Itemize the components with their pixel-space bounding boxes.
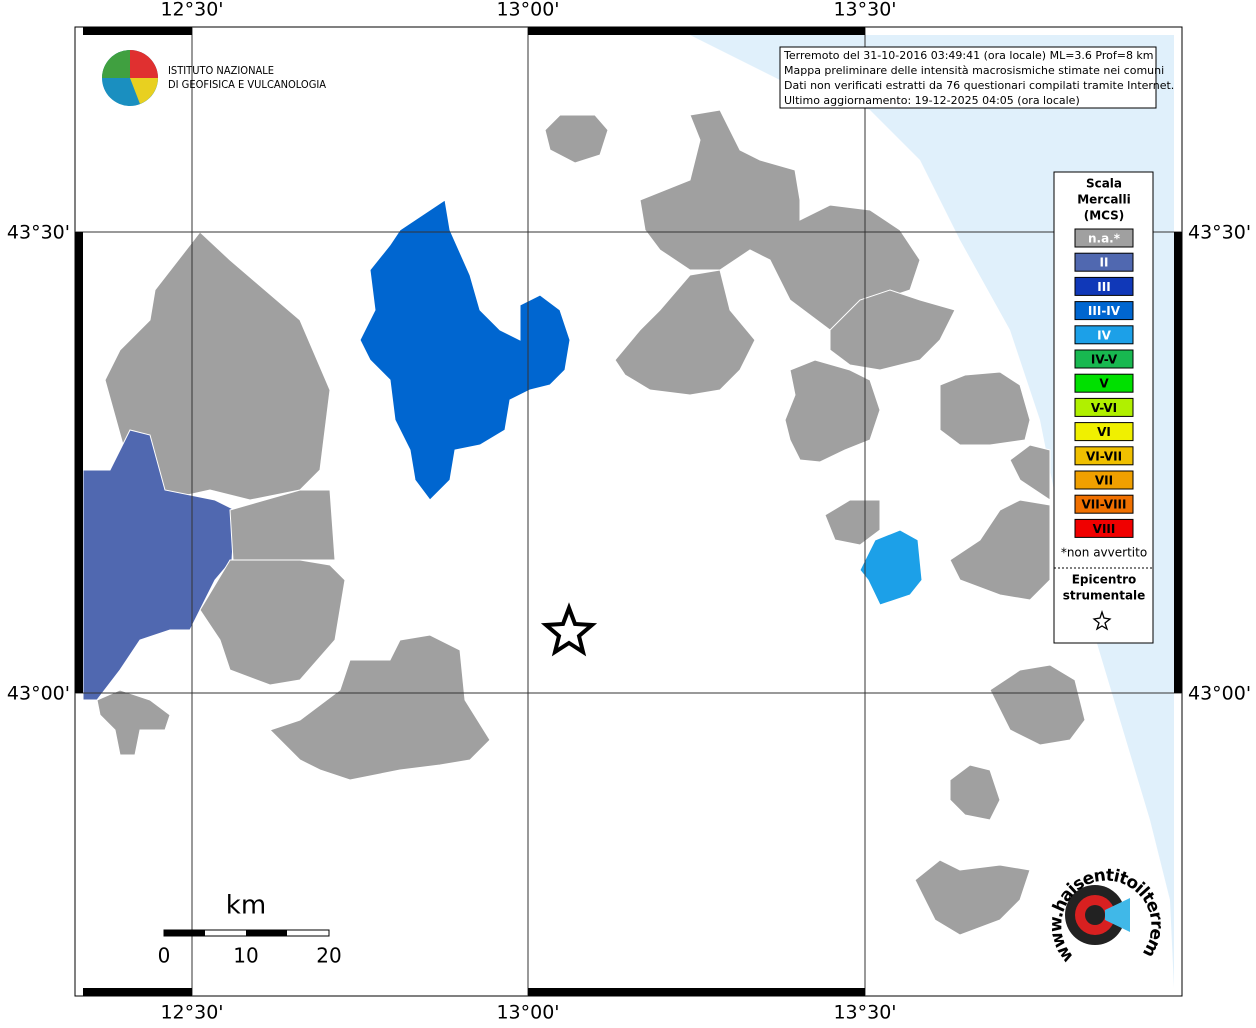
- legend-title: Scala: [1086, 177, 1122, 191]
- municipality: [544, 114, 609, 164]
- legend-label: IV: [1097, 328, 1111, 342]
- legend-epicenter: Epicentro: [1072, 573, 1137, 587]
- logo-text: ISTITUTO NAZIONALE: [168, 64, 274, 77]
- logo-part: [102, 50, 130, 78]
- municipality: [639, 109, 921, 331]
- scale-label: 10: [233, 944, 258, 968]
- municipality: [989, 664, 1086, 746]
- municipality: [199, 559, 346, 686]
- scale-segment: [164, 930, 205, 936]
- legend-epicenter: strumentale: [1063, 589, 1146, 603]
- strip: [75, 232, 83, 693]
- legend-title: (MCS): [1084, 209, 1125, 223]
- municipality: [96, 689, 171, 756]
- legend-label: V-VI: [1091, 401, 1117, 415]
- legend-swatch: [1074, 228, 1134, 248]
- scale-bar: km 0 10 20: [158, 891, 342, 968]
- legend-label: n.a.*: [1088, 232, 1121, 246]
- scale-label: 0: [158, 944, 171, 968]
- legend-swatch: [1074, 276, 1134, 296]
- legend-label: VII: [1095, 474, 1113, 488]
- legend-swatch: [1074, 470, 1134, 490]
- legend-swatch: [1074, 446, 1134, 466]
- legend-label: III-IV: [1088, 304, 1121, 318]
- lat-label: 43°00': [7, 683, 70, 705]
- legend-label: VI: [1097, 425, 1111, 439]
- logo-text: DI GEOFISICA E VULCANOLOGIA: [168, 78, 326, 91]
- municipality: [859, 529, 923, 606]
- logo-part: [130, 78, 158, 104]
- legend-label: VIII: [1093, 522, 1116, 536]
- scale-unit: km: [226, 891, 266, 921]
- legend: ScalaMercalli(MCS)n.a.*IIIIIIII-IVIVIV-V…: [1054, 177, 1153, 631]
- sea: [690, 35, 1174, 988]
- ingv-logo: ISTITUTO NAZIONALE DI GEOFISICA E VULCAN…: [102, 50, 326, 106]
- strip: [1174, 232, 1182, 693]
- legend-swatch: [1074, 301, 1134, 321]
- municipality: [784, 359, 881, 463]
- legend-label: VII-VIII: [1081, 498, 1126, 512]
- municipality: [359, 199, 571, 501]
- legend-swatch: [1074, 325, 1134, 345]
- municipality: [949, 499, 1051, 601]
- lon-label: 13°00': [496, 0, 559, 21]
- municipality: [949, 764, 1001, 821]
- logo-part: [130, 50, 158, 78]
- municipality: [1009, 444, 1051, 501]
- frame-strips: [75, 27, 1182, 996]
- scale-segment: [246, 930, 287, 936]
- legend-swatch: [1074, 349, 1134, 369]
- info-lines: Terremoto del 31-10-2016 03:49:41 (ora l…: [783, 49, 1174, 107]
- strip: [528, 27, 865, 35]
- epicenter-star: [540, 602, 598, 657]
- municipality: [829, 289, 956, 371]
- graticule: [75, 27, 1182, 996]
- info-line: Ultimo aggiornamento: 19-12-2025 04:05 (…: [784, 94, 1080, 107]
- lat-label: 43°30': [1188, 222, 1251, 244]
- strip: [83, 27, 192, 35]
- legend-label: IV-V: [1091, 353, 1118, 367]
- legend-swatch: [1074, 252, 1134, 272]
- lon-label: 12°30': [160, 1002, 223, 1024]
- info-line: Terremoto del 31-10-2016 03:49:41 (ora l…: [783, 49, 1154, 62]
- logo-ring: [1085, 905, 1105, 925]
- legend-swatch: [1074, 518, 1134, 538]
- legend-note: *non avvertito: [1061, 546, 1147, 560]
- lat-label: 43°30': [7, 222, 70, 244]
- legend-star: [1092, 609, 1112, 631]
- municipality: [614, 269, 756, 396]
- municipality: [914, 859, 1031, 936]
- legend-title: Mercalli: [1077, 193, 1131, 207]
- legend-label: VI-VII: [1086, 449, 1122, 463]
- info-box: [779, 46, 1157, 109]
- municipality: [939, 371, 1031, 446]
- legend-swatch: [1074, 422, 1134, 442]
- lon-label: 13°30': [833, 0, 896, 21]
- scale-label: 20: [316, 944, 341, 968]
- strip: [83, 988, 192, 996]
- legend-label: V: [1099, 377, 1109, 391]
- legend-swatch: [1074, 373, 1134, 393]
- lon-label: 13°00': [496, 1002, 559, 1024]
- info-line: Mappa preliminare delle intensità macros…: [784, 64, 1164, 77]
- municipality: [269, 634, 491, 781]
- lat-label: 43°00': [1188, 683, 1251, 705]
- logo-beam: [1105, 898, 1130, 932]
- strip: [528, 988, 865, 996]
- lon-label: 13°30': [833, 1002, 896, 1024]
- legend-swatch: [1074, 397, 1134, 417]
- lon-label: 12°30': [160, 0, 223, 21]
- legend-swatch: [1074, 494, 1134, 514]
- municipality: [82, 429, 236, 701]
- legend-label: III: [1097, 280, 1110, 294]
- info-line: Dati non verificati estratti da 76 quest…: [784, 79, 1174, 92]
- legend-label: II: [1100, 256, 1109, 270]
- municipality: [824, 499, 881, 546]
- municipality: [104, 231, 331, 501]
